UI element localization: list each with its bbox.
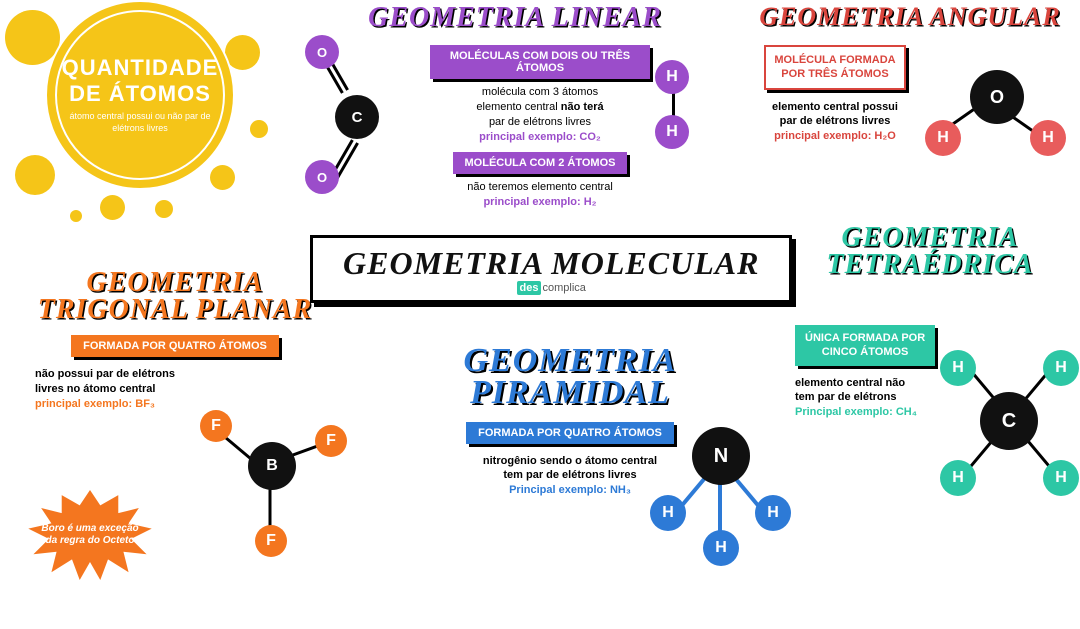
atom-o: O bbox=[305, 35, 339, 69]
linear-t1b-bold: não terá bbox=[561, 101, 604, 113]
center-title-box: GEOMETRIA MOLECULAR descomplica bbox=[310, 235, 792, 303]
tetra-title-2: TETRAÉDRICA bbox=[800, 252, 1060, 279]
atom-h: H bbox=[925, 120, 961, 156]
atom-c: C bbox=[335, 95, 379, 139]
decor-circle bbox=[210, 165, 235, 190]
atom-f: F bbox=[200, 410, 232, 442]
bf3-molecule: B F F F bbox=[190, 380, 360, 580]
atom-b: B bbox=[248, 442, 296, 490]
decor-circle bbox=[15, 155, 55, 195]
angular-t3: principal exemplo: H₂O bbox=[760, 129, 910, 144]
angular-badge: MOLÉCULA FORMADA POR TRÊS ÁTOMOS bbox=[764, 45, 905, 90]
h2o-molecule: O H H bbox=[925, 45, 1075, 195]
angular-badge-l2-bold: TRÊS ÁTOMOS bbox=[808, 68, 888, 80]
atom-h: H bbox=[655, 60, 689, 94]
angular-t1: elemento central possui bbox=[760, 100, 910, 115]
ch4-molecule: C H H H H bbox=[925, 320, 1080, 540]
logo-pre: des bbox=[517, 281, 542, 295]
atom-h: H bbox=[703, 530, 739, 566]
angular-section: GEOMETRIA ANGULAR MOLÉCULA FORMADA POR T… bbox=[750, 5, 1070, 30]
atom-h: H bbox=[940, 460, 976, 496]
angular-title: GEOMETRIA ANGULAR bbox=[750, 5, 1070, 30]
center-title: GEOMETRIA MOLECULAR bbox=[343, 248, 759, 278]
atom-c: C bbox=[980, 392, 1038, 450]
linear-section: GEOMETRIA LINEAR O C O MOLÉCULAS COM DOI… bbox=[300, 5, 730, 32]
atom-f: F bbox=[255, 525, 287, 557]
linear-t1c: par de elétrons livres bbox=[430, 115, 650, 130]
angular-badge-l2-pre: POR bbox=[781, 68, 808, 80]
burst-l1: Boro é uma exceção bbox=[41, 523, 138, 535]
tetra-title-1: GEOMETRIA bbox=[800, 225, 1060, 252]
atom-h: H bbox=[1043, 350, 1079, 386]
linear-t1b-pre: elemento central bbox=[476, 101, 560, 113]
logo: descomplica bbox=[343, 282, 759, 294]
atom-n: N bbox=[692, 427, 750, 485]
trigonal-t1: não possui par de elétrons bbox=[35, 367, 195, 382]
tetra-badge: ÚNICA FORMADA POR CINCO ÁTOMOS bbox=[795, 325, 935, 366]
boro-burst: Boro é uma exceção da regra do Octeto bbox=[25, 490, 155, 580]
atom-o: O bbox=[970, 70, 1024, 124]
atom-o: O bbox=[305, 160, 339, 194]
atom-h: H bbox=[1043, 460, 1079, 496]
linear-t2a: não teremos elemento central bbox=[430, 180, 650, 195]
co2-molecule: O C O bbox=[290, 45, 420, 205]
decor-circle bbox=[70, 210, 82, 222]
atom-h: H bbox=[1030, 120, 1066, 156]
linear-t1d: principal exemplo: CO₂ bbox=[430, 130, 650, 145]
decor-circle bbox=[250, 120, 268, 138]
tetra-t1: elemento central não bbox=[795, 376, 945, 391]
linear-t2b: principal exemplo: H₂ bbox=[430, 195, 650, 210]
atom-f: F bbox=[315, 425, 347, 457]
tetra-badge-l2: CINCO ÁTOMOS bbox=[805, 345, 925, 359]
atom-h: H bbox=[650, 495, 686, 531]
atom-h: H bbox=[755, 495, 791, 531]
trigonal-title-2: TRIGONAL PLANAR bbox=[15, 297, 335, 324]
linear-t1a: molécula com 3 átomos bbox=[430, 85, 650, 100]
quantity-circle: QUANTIDADE DE ÁTOMOS átomo central possu… bbox=[45, 0, 235, 190]
logo-post: complica bbox=[542, 282, 585, 294]
decor-circle bbox=[100, 195, 125, 220]
angular-badge-l1: MOLÉCULA FORMADA bbox=[774, 53, 895, 67]
tetra-t2: tem par de elétrons bbox=[795, 390, 945, 405]
tetra-section: ÚNICA FORMADA POR CINCO ÁTOMOS elemento … bbox=[795, 325, 1075, 420]
angular-t2: par de elétrons livres bbox=[760, 114, 910, 129]
trigonal-section: GEOMETRIA TRIGONAL PLANAR FORMADA POR QU… bbox=[15, 270, 335, 412]
tetra-t3: Principal exemplo: CH₄ bbox=[795, 405, 945, 420]
piramidal-title-1: GEOMETRIA bbox=[370, 345, 770, 377]
tetra-badge-l1: ÚNICA FORMADA POR bbox=[805, 331, 925, 345]
linear-title: GEOMETRIA LINEAR bbox=[300, 5, 730, 32]
burst-l2: da regra do Octeto bbox=[41, 535, 138, 547]
linear-badge-2: MOLÉCULA COM 2 ÁTOMOS bbox=[453, 152, 628, 174]
nh3-molecule: N H H H bbox=[640, 395, 820, 575]
trigonal-t3: principal exemplo: BF₃ bbox=[35, 397, 195, 412]
trigonal-t2: livres no átomo central bbox=[35, 382, 195, 397]
atom-h: H bbox=[940, 350, 976, 386]
piramidal-section: GEOMETRIA PIRAMIDAL FORMADA POR QUATRO Á… bbox=[370, 345, 770, 498]
trigonal-title-1: GEOMETRIA bbox=[15, 270, 335, 297]
linear-body: MOLÉCULAS COM DOIS OU TRÊS ÁTOMOS molécu… bbox=[430, 45, 650, 210]
trigonal-badge: FORMADA POR QUATRO ÁTOMOS bbox=[71, 335, 279, 357]
decor-circle bbox=[155, 200, 173, 218]
atom-h: H bbox=[655, 115, 689, 149]
tetra-title-block: GEOMETRIA TETRAÉDRICA bbox=[800, 225, 1060, 278]
linear-badge-1: MOLÉCULAS COM DOIS OU TRÊS ÁTOMOS bbox=[430, 45, 650, 79]
